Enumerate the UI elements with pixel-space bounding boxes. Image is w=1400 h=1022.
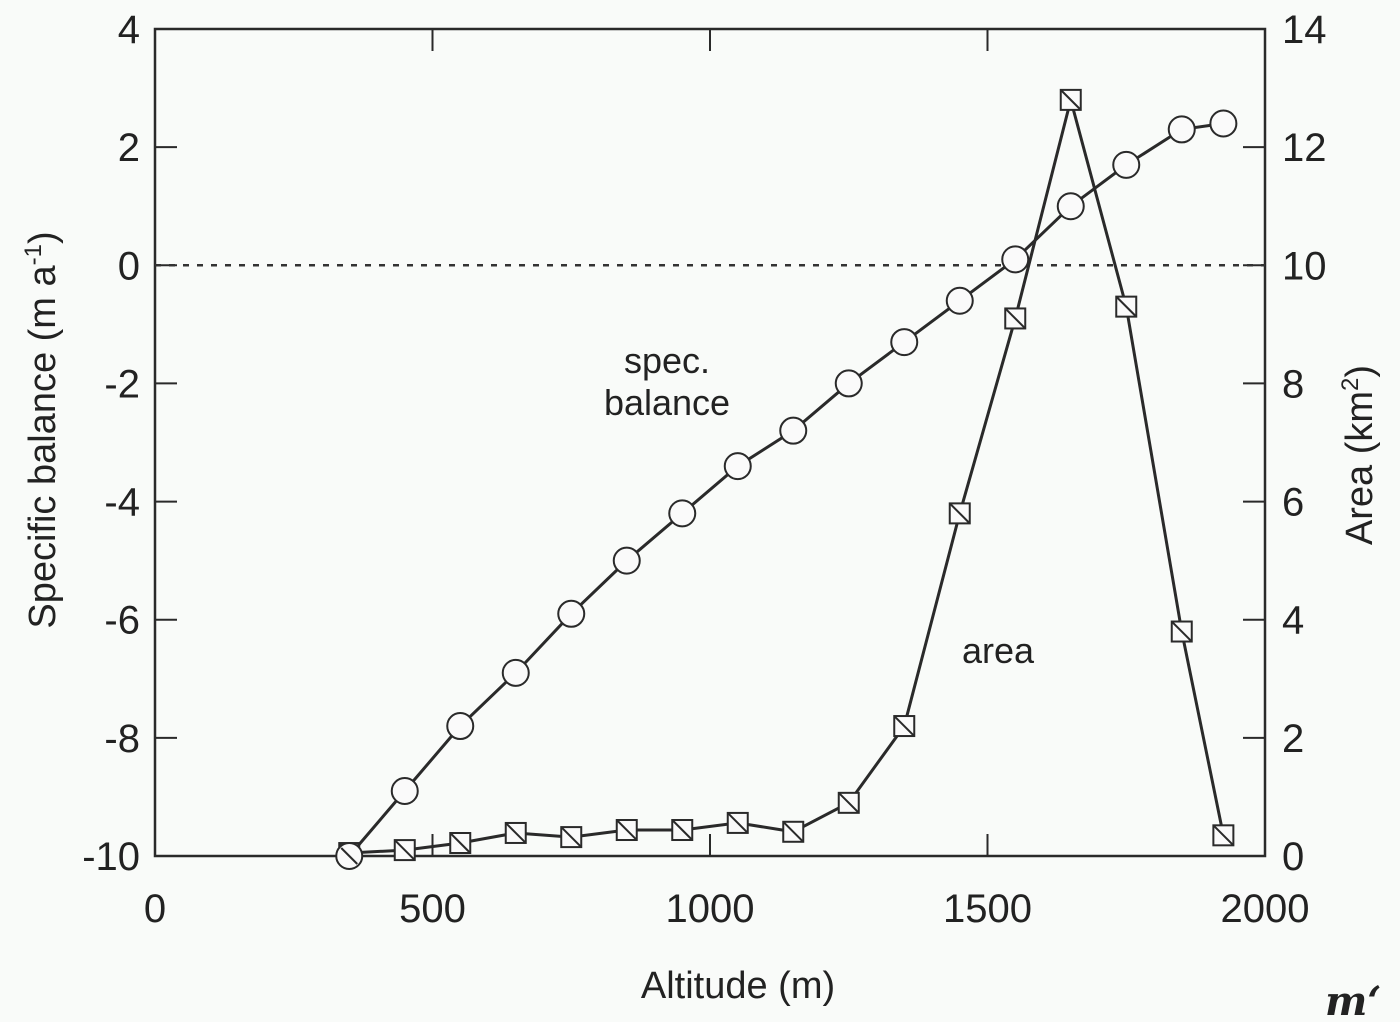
hatched-square-marker (1059, 88, 1082, 111)
open-circle-marker (1167, 115, 1196, 144)
hatched-square-marker (560, 826, 583, 849)
open-circle-marker (723, 452, 752, 481)
y-tick-label-right: 0 (1282, 835, 1304, 879)
x-tick-label: 500 (399, 887, 466, 931)
y-tick-label-left: -8 (104, 717, 140, 761)
y-tick-label-left: 2 (118, 126, 140, 170)
x-tick-label: 2000 (1221, 887, 1310, 931)
open-circle-marker (501, 658, 530, 687)
hatched-square-marker (393, 839, 416, 862)
hatched-square-marker (615, 819, 638, 842)
y-tick-label-right: 10 (1282, 244, 1327, 288)
hatched-square-marker (726, 811, 749, 834)
plot-border (153, 27, 1267, 858)
spec-balance-annotation-line2: balance (604, 382, 730, 423)
hatched-square-marker (449, 832, 472, 855)
open-circle-marker (446, 712, 475, 741)
y-tick-label-left: -6 (104, 599, 140, 643)
y-tick-label-right: 2 (1282, 717, 1304, 761)
area-line (349, 93, 1225, 855)
y-axis-title-right: Area (km2) (1337, 365, 1381, 545)
y-tick-label-left: 0 (118, 244, 140, 288)
y-tick-label-left: -10 (82, 835, 140, 879)
hatched-square-marker (504, 821, 527, 844)
y-tick-label-right: 8 (1282, 362, 1304, 406)
y-tick-label-right: 6 (1282, 481, 1304, 525)
x-tick-label: 1000 (666, 887, 755, 931)
y-tick-label-left: 4 (118, 8, 140, 52)
area-annotation: area (962, 630, 1035, 671)
spec-balance-line (348, 122, 1224, 857)
hatched-square-marker (782, 820, 805, 843)
open-circle-marker (1112, 150, 1141, 179)
x-tick-label: 1500 (943, 887, 1032, 931)
spec-balance-series (335, 109, 1238, 870)
y-tick-label-right: 4 (1282, 599, 1304, 643)
y-tick-label-right: 12 (1282, 126, 1327, 170)
open-circle-marker (1209, 109, 1238, 138)
hatched-square-marker (837, 791, 860, 814)
hatched-square-marker (1170, 620, 1193, 643)
plot-frame (153, 27, 1267, 858)
open-circle-marker (1056, 192, 1085, 221)
axis-ticks: 0 500 1000 1500 2000 4 2 0 -2 -4 -6 -8 -10 14 12 10 8 6 4 2… (82, 8, 1326, 931)
hatched-square-marker (893, 715, 916, 738)
y-tick-label-left: -4 (104, 481, 140, 525)
open-circle-marker (890, 328, 919, 357)
area-series (338, 88, 1235, 865)
open-circle-marker (335, 842, 364, 870)
stray-handwritten-mark: m‘ (1325, 978, 1381, 1022)
x-axis-title: Altitude (m) (641, 965, 835, 1007)
hatched-square-marker (671, 819, 694, 842)
y-tick-label-left: -2 (104, 362, 140, 406)
open-circle-marker (668, 499, 697, 528)
open-circle-marker (945, 286, 974, 315)
x-tick-label: 0 (144, 887, 166, 931)
y-axis-title-left: Specific balance (m a-1) (20, 231, 64, 628)
hatched-square-marker (1004, 307, 1027, 330)
open-circle-marker (557, 599, 586, 628)
open-circle-marker (612, 546, 641, 575)
hatched-square-marker (948, 502, 971, 525)
open-circle-marker (1001, 245, 1030, 274)
y-tick-label-right: 14 (1282, 8, 1327, 52)
open-circle-marker (834, 369, 863, 398)
open-circle-marker (779, 416, 808, 445)
open-circle-marker (390, 777, 419, 806)
hatched-square-marker (1212, 824, 1235, 847)
hatched-square-marker (1115, 295, 1138, 318)
spec-balance-annotation-line1: spec. (624, 340, 710, 381)
